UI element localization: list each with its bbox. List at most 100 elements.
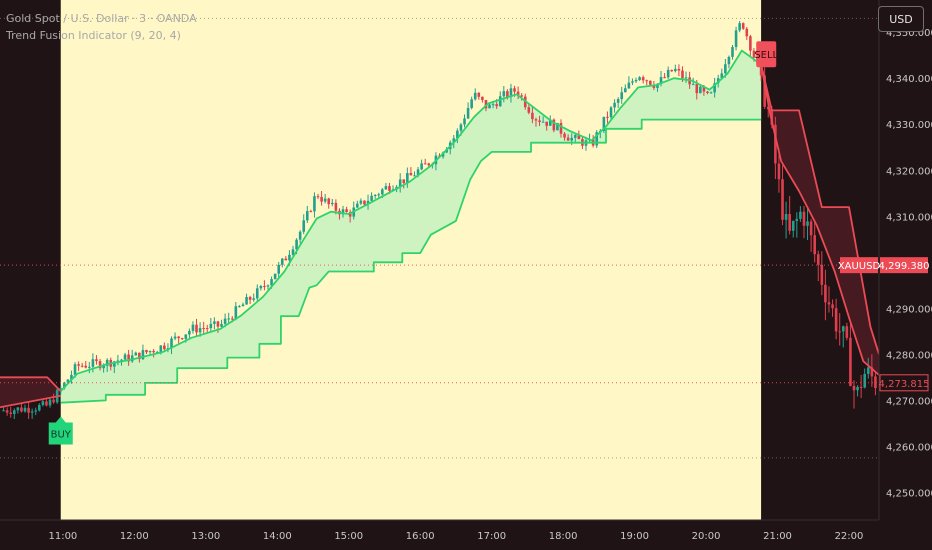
candle-body <box>570 137 574 141</box>
candle-body <box>691 84 695 86</box>
candle-body <box>870 367 874 377</box>
time-axis-panel <box>0 520 932 550</box>
x-tick-label: 21:00 <box>763 531 792 542</box>
y-tick-label: 4,290.000 <box>886 304 932 315</box>
candle-body <box>734 30 738 48</box>
candle-body <box>406 172 409 184</box>
candle-body <box>791 220 795 231</box>
candle-body <box>316 196 320 198</box>
candle-body <box>84 365 88 368</box>
candle-body <box>363 200 366 205</box>
candle-body <box>12 410 16 414</box>
candle-body <box>716 78 720 84</box>
candle-body <box>302 220 306 232</box>
currency-button[interactable]: USD <box>878 6 924 32</box>
candle-body <box>491 104 495 106</box>
candle-body <box>841 326 845 332</box>
candle-body <box>684 77 688 79</box>
candle-body <box>759 63 763 76</box>
candle-body <box>259 286 263 289</box>
candle-body <box>77 364 80 366</box>
candle-body <box>123 354 127 360</box>
candle-body <box>298 231 302 240</box>
candle-body <box>513 88 516 92</box>
candle-body <box>602 116 606 131</box>
candle-body <box>273 273 277 280</box>
candle-body <box>809 221 813 236</box>
candle-body <box>495 104 498 107</box>
candle-body <box>616 99 620 103</box>
candle-body <box>30 411 34 413</box>
candle-body <box>48 399 52 406</box>
candle-body <box>652 84 656 88</box>
candle-body <box>556 122 559 131</box>
downtrend-line-right <box>760 64 880 376</box>
candle-body <box>423 163 427 165</box>
candle-body <box>577 135 581 140</box>
candle-body <box>320 196 323 202</box>
candle-body <box>52 399 55 403</box>
x-tick-label: 16:00 <box>406 531 435 542</box>
candle-body <box>863 373 867 388</box>
downtrend-fill-right <box>761 64 879 376</box>
candle-body <box>220 323 223 327</box>
candle-body <box>116 360 120 362</box>
candle-body <box>573 135 577 138</box>
candle-body <box>481 96 484 100</box>
candle-body <box>534 119 538 121</box>
candle-body <box>170 338 173 349</box>
candle-body <box>559 122 563 134</box>
candle-body <box>402 179 406 184</box>
candle-body <box>195 324 198 333</box>
candle-body <box>73 364 77 375</box>
candle-body <box>788 214 791 231</box>
candle-body <box>456 130 459 139</box>
candle-body <box>309 211 313 213</box>
candle-body <box>266 285 270 287</box>
candle-body <box>138 352 141 360</box>
candle-body <box>209 323 213 329</box>
candle-body <box>280 258 284 265</box>
candle-body <box>238 306 241 308</box>
candle-body <box>727 56 731 65</box>
candle-body <box>527 107 531 113</box>
candle-body <box>284 258 288 261</box>
candle-body <box>277 264 281 274</box>
candle-body <box>155 351 159 353</box>
candle-body <box>752 50 756 58</box>
candle-body <box>566 137 570 141</box>
candle-body <box>473 92 477 100</box>
candle-body <box>173 336 177 339</box>
candle-body <box>802 211 806 226</box>
x-tick-label: 15:00 <box>334 531 363 542</box>
candle-body <box>741 23 745 29</box>
candle-body <box>506 91 509 98</box>
candle-body <box>80 365 84 367</box>
signal-buy-shape <box>48 416 73 445</box>
y-tick-label: 4,250.000 <box>886 488 932 499</box>
candle-body <box>627 82 631 89</box>
candle-body <box>230 318 234 320</box>
downtrend-fill-left <box>0 377 61 408</box>
candle-body <box>313 196 316 212</box>
candle-body <box>134 352 138 356</box>
current-price-tag-value: 4,299.380 <box>879 261 930 272</box>
candle-body <box>38 405 41 411</box>
price-axis-panel <box>879 0 932 550</box>
bull-zone-background <box>60 0 762 520</box>
x-tick-label: 17:00 <box>477 531 506 542</box>
candle-body <box>141 350 145 360</box>
candle-body <box>113 361 116 367</box>
candle-body <box>63 382 66 389</box>
candle-body <box>27 407 30 413</box>
y-tick-label: 4,320.000 <box>886 166 932 177</box>
candle-body <box>241 304 245 307</box>
candle-body <box>498 96 502 107</box>
candle-body <box>105 359 109 366</box>
candle-body <box>9 412 13 414</box>
candle-body <box>638 77 641 81</box>
candle-body <box>459 124 463 131</box>
candle-body <box>205 328 209 330</box>
